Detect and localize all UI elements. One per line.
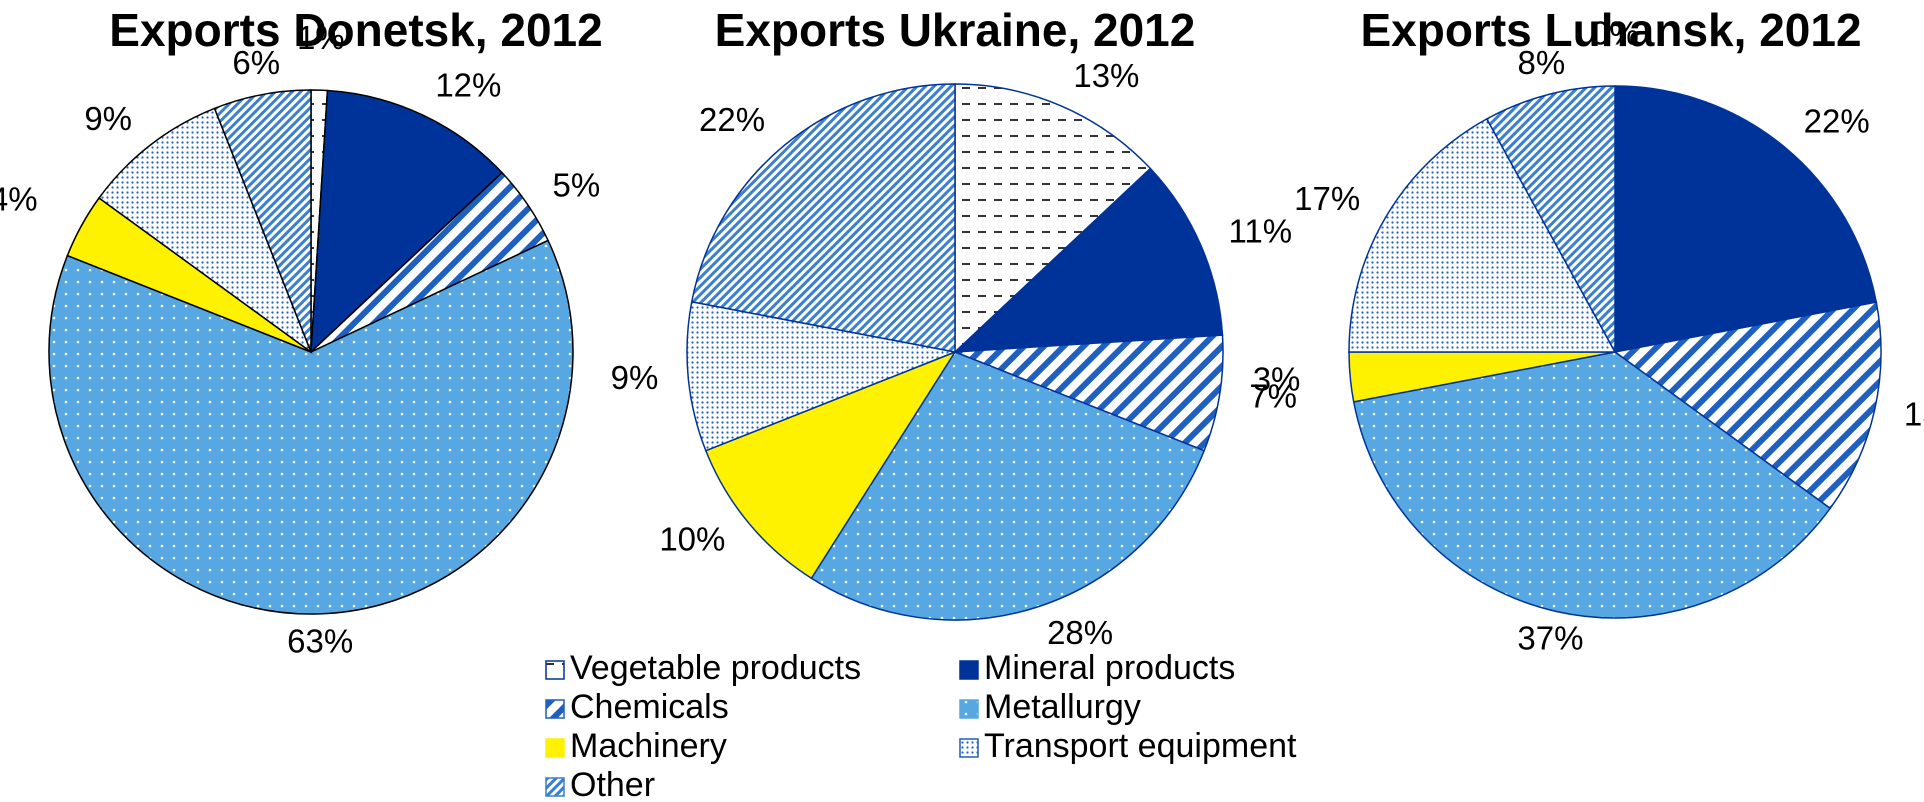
pie-slice (1352, 351, 1832, 619)
data-label: 12% (435, 67, 501, 104)
pie-slice (686, 300, 958, 452)
data-label: 13% (1904, 395, 1924, 432)
data-label: 4% (0, 180, 38, 217)
data-label: 6% (232, 44, 280, 81)
legend-swatch (959, 699, 979, 719)
pie-slice (810, 351, 1206, 621)
pie-slice (1348, 117, 1617, 353)
pie-slice (97, 107, 313, 355)
data-label: 28% (1047, 614, 1113, 651)
data-label: 63% (287, 623, 353, 660)
legend-label: Mineral products (984, 649, 1235, 687)
legend-swatch (545, 699, 565, 719)
legend-swatch (545, 777, 565, 797)
data-label: 22% (699, 101, 765, 138)
data-label: 7% (1249, 377, 1297, 414)
data-label: 0% (1591, 15, 1639, 52)
legend-label: Machinery (570, 727, 727, 765)
legend-label: Other (570, 766, 655, 802)
chart-title: Exports Donetsk, 2012 (109, 4, 602, 56)
data-label: 9% (84, 100, 132, 137)
data-label: 22% (1804, 103, 1870, 140)
pie-slice (704, 350, 957, 580)
legend-swatch (545, 660, 565, 680)
pie-slice (213, 89, 312, 353)
data-label: 8% (1518, 44, 1566, 81)
legend-label: Metallurgy (984, 688, 1141, 726)
legend-swatch (959, 738, 979, 758)
data-label: 3% (1253, 360, 1301, 397)
pie-slice (690, 83, 956, 353)
pie-slice (1485, 85, 1616, 353)
pie-slice (1614, 85, 1878, 353)
chart-title: Exports Ukraine, 2012 (715, 4, 1196, 56)
data-label: 11% (1228, 212, 1292, 249)
legend-swatch (959, 660, 979, 680)
pie-slice (310, 89, 504, 354)
data-label: 1% (297, 19, 345, 56)
data-label: 5% (553, 167, 601, 204)
chart-title: Exports Luhansk, 2012 (1360, 4, 1861, 56)
data-label: 37% (1517, 620, 1583, 657)
data-label: 13% (1073, 57, 1139, 94)
legend-label: Vegetable products (570, 649, 861, 687)
data-label: 9% (611, 359, 659, 396)
legend-label: Transport equipment (984, 727, 1297, 765)
pie-slice (48, 239, 574, 615)
legend-label: Chemicals (570, 688, 729, 726)
data-label: 10% (659, 521, 725, 558)
pie-slice (954, 83, 1152, 354)
pie-slice (952, 167, 1224, 353)
pie-slice (954, 334, 1224, 452)
data-label: 17% (1294, 180, 1360, 217)
pie-slice (1613, 301, 1882, 510)
legend-swatch (545, 738, 565, 758)
